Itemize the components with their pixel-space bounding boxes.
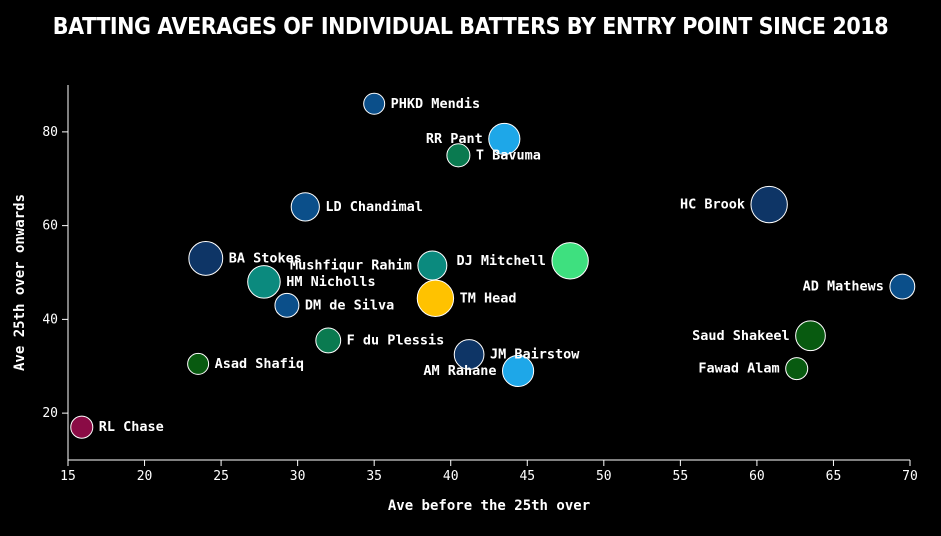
point-label: Fawad Alam — [698, 361, 779, 377]
point-label: Asad Shafiq — [215, 356, 304, 372]
point-label: DM de Silva — [305, 297, 394, 313]
bubble-point — [502, 354, 535, 388]
bubble-point — [70, 415, 94, 439]
x-axis-title: Ave before the 25th over — [388, 498, 590, 514]
point-label: LD Chandimal — [325, 199, 423, 215]
x-tick-label: 40 — [443, 469, 459, 484]
x-tick-label: 65 — [826, 469, 842, 484]
chart-title: BATTING AVERAGES OF INDIVIDUAL BATTERS B… — [52, 14, 889, 40]
bubble-point — [247, 265, 281, 299]
point-label: RL Chase — [99, 419, 164, 435]
point-label: Mushfiqur Rahim — [290, 257, 412, 273]
bubble-point — [188, 241, 224, 276]
x-tick-label: 30 — [290, 469, 306, 484]
x-tick-label: 20 — [137, 469, 153, 484]
y-tick-label: 20 — [42, 406, 58, 421]
bubble-point — [795, 320, 826, 352]
x-tick-label: 50 — [596, 469, 612, 484]
x-tick-label: 35 — [366, 469, 382, 484]
point-label: AM Rahane — [423, 363, 496, 379]
point-label: RR Pant — [426, 131, 483, 147]
point-label: TM Head — [460, 290, 517, 306]
bubble-point — [290, 192, 320, 222]
point-label: PHKD Mendis — [391, 96, 480, 112]
x-tick-label: 45 — [519, 469, 535, 484]
bubble-point — [750, 185, 788, 224]
point-label: DJ Mitchell — [457, 253, 546, 269]
bubble-point — [315, 327, 342, 354]
bubble-point — [785, 357, 809, 381]
point-label: AD Mathews — [803, 279, 884, 295]
bubble-point — [488, 122, 521, 155]
bubble-point — [363, 92, 386, 115]
x-tick-label: 70 — [902, 469, 918, 484]
x-tick-label: 55 — [673, 469, 689, 484]
y-tick-label: 60 — [42, 219, 58, 234]
y-axis-title: Ave 25th over onwards — [12, 194, 28, 371]
y-tick-label: 80 — [42, 125, 58, 140]
point-label: HM Nicholls — [286, 274, 375, 290]
bubble-point — [551, 242, 589, 280]
bubble-point — [274, 292, 300, 318]
bubble-point — [446, 143, 471, 168]
x-tick-label: 25 — [213, 469, 229, 484]
bubble-point — [416, 279, 455, 317]
x-tick-label: 60 — [749, 469, 765, 484]
point-label: BA Stokes — [229, 250, 302, 266]
point-label: JM Bairstow — [490, 347, 580, 363]
x-tick-label: 15 — [60, 469, 76, 484]
bubble-point — [889, 273, 916, 300]
bubble-point — [187, 352, 210, 375]
axes: 15 20 25 30 35 40 45 50 55 60 65 70 20 40 60 80 — [42, 85, 918, 484]
point-label: HC Brook — [680, 197, 745, 213]
bubble-point — [453, 339, 485, 370]
bubble-point — [417, 250, 448, 281]
point-label: F du Plessis — [347, 332, 445, 348]
point-label: T Bavuma — [476, 147, 541, 163]
point-label: Saud Shakeel — [692, 328, 790, 344]
bubble-layer — [70, 92, 916, 439]
y-tick-label: 40 — [42, 312, 58, 327]
